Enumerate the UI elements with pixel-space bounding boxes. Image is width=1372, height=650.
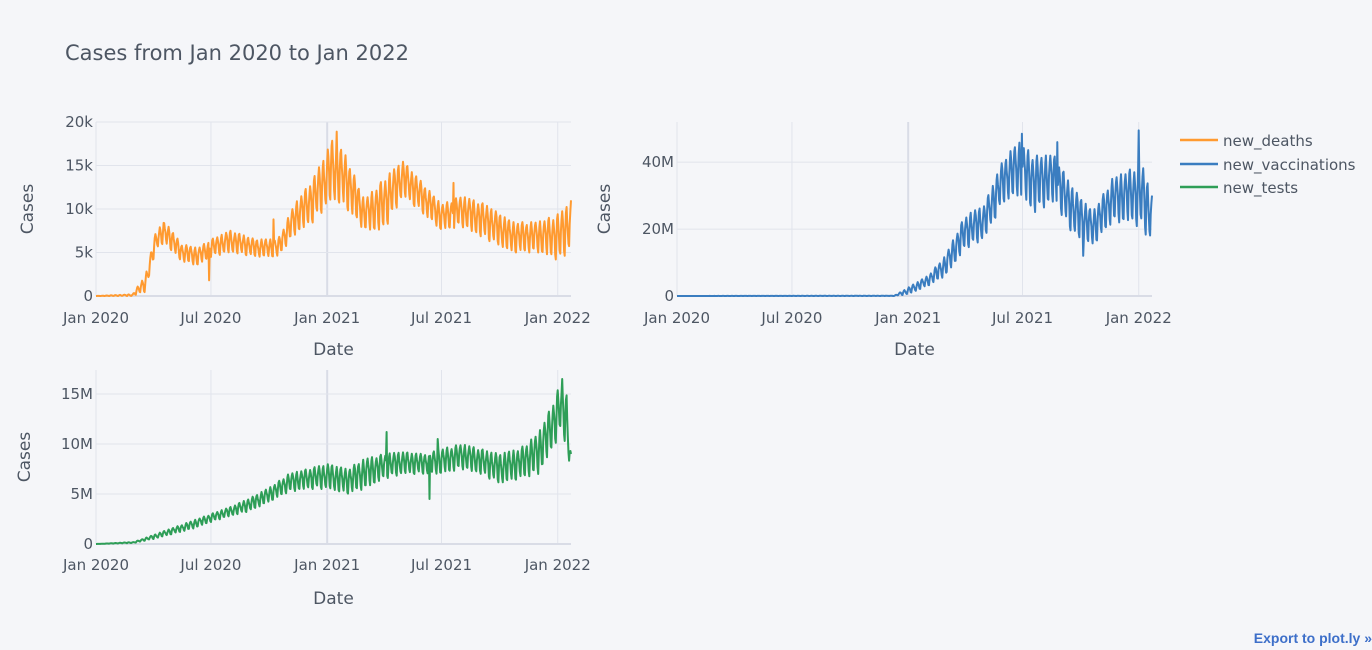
legend-item-new-vaccinations[interactable]: new_vaccinations [1180, 156, 1356, 175]
x-tick-label: Jan 2021 [293, 556, 360, 574]
x-tick-label: Jul 2020 [179, 309, 241, 327]
y-axis-title: Cases [18, 184, 38, 235]
x-axis-title: Date [313, 340, 354, 360]
x-tick-label: Jan 2022 [524, 556, 591, 574]
chart-title: Cases from Jan 2020 to Jan 2022 [65, 41, 409, 65]
x-tick-label: Jan 2020 [62, 309, 129, 327]
series-line-new-tests[interactable] [95, 378, 572, 545]
y-axis-title: Cases [595, 184, 615, 235]
x-axis-title: Date [313, 589, 354, 609]
x-tick-label: Jan 2021 [874, 309, 941, 327]
series-line-new-deaths[interactable] [95, 130, 572, 297]
legend-label-new-tests: new_tests [1223, 179, 1298, 198]
y-tick-label: 20k [65, 113, 93, 131]
x-tick-label: Jul 2021 [991, 309, 1053, 327]
series-line-new-vaccinations[interactable] [676, 129, 1153, 297]
x-tick-label: Jul 2020 [179, 556, 241, 574]
legend-label-new-deaths: new_deaths [1223, 132, 1313, 151]
x-tick-label: Jul 2020 [760, 309, 822, 327]
y-tick-label: 5M [71, 485, 94, 503]
legend-label-new-vaccinations: new_vaccinations [1223, 156, 1356, 175]
x-tick-label: Jan 2020 [62, 556, 129, 574]
y-tick-label: 20M [642, 220, 674, 238]
x-tick-label: Jan 2022 [1105, 309, 1172, 327]
x-axis-title: Date [894, 340, 935, 360]
y-axis-title: Cases [15, 432, 35, 483]
y-tick-label: 15k [65, 157, 93, 175]
x-tick-label: Jan 2020 [643, 309, 710, 327]
y-tick-label: 5k [75, 244, 94, 262]
vaccinations-subplot: Jan 2020 Jul 2020 Jan 2021 Jul 2021 Jan 2022… [595, 122, 1172, 360]
legend[interactable]: new_deaths new_vaccinations new_tests [1180, 132, 1356, 198]
legend-item-new-tests[interactable]: new_tests [1180, 179, 1298, 198]
x-tick-label: Jan 2022 [524, 309, 591, 327]
y-tick-label: 0 [83, 287, 93, 305]
y-tick-label: 10k [65, 200, 93, 218]
y-tick-label: 0 [664, 287, 674, 305]
deaths-subplot: Jan 2020 Jul 2020 Jan 2021 Jul 2021 Jan 2022… [18, 113, 591, 360]
y-tick-label: 15M [61, 385, 93, 403]
y-tick-label: 40M [642, 153, 674, 171]
x-tick-label: Jul 2021 [410, 309, 472, 327]
x-tick-label: Jan 2021 [293, 309, 360, 327]
export-link[interactable]: Export to plot.ly » [1253, 630, 1372, 646]
x-tick-label: Jul 2021 [410, 556, 472, 574]
y-tick-label: 0 [83, 535, 93, 553]
legend-item-new-deaths[interactable]: new_deaths [1180, 132, 1313, 151]
tests-subplot: Jan 2020 Jul 2020 Jan 2021 Jul 2021 Jan 2022… [15, 370, 591, 609]
y-tick-label: 10M [61, 435, 93, 453]
